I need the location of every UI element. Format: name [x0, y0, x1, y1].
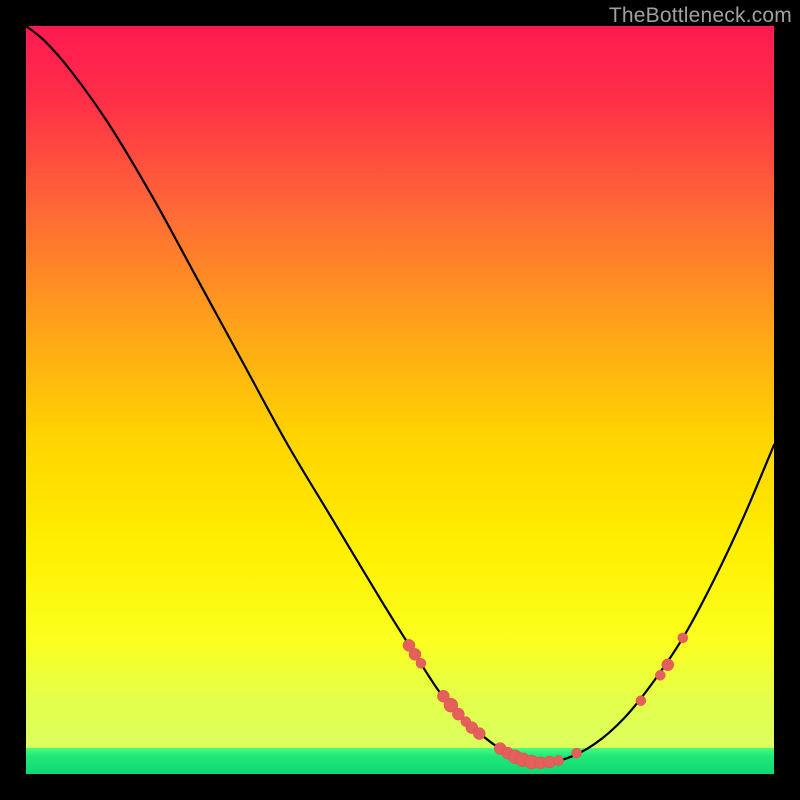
curve-markers — [403, 633, 688, 769]
marker-dot — [655, 670, 665, 680]
bottleneck-curve — [26, 26, 774, 763]
marker-dot — [554, 756, 564, 766]
marker-dot — [636, 696, 646, 706]
marker-dot — [572, 748, 582, 758]
marker-dot — [662, 659, 674, 671]
marker-dot — [678, 633, 688, 643]
chart-svg — [26, 26, 774, 774]
marker-dot — [473, 728, 485, 740]
watermark-text: TheBottleneck.com — [609, 4, 792, 28]
marker-dot — [416, 658, 426, 668]
plot-area — [26, 26, 774, 774]
